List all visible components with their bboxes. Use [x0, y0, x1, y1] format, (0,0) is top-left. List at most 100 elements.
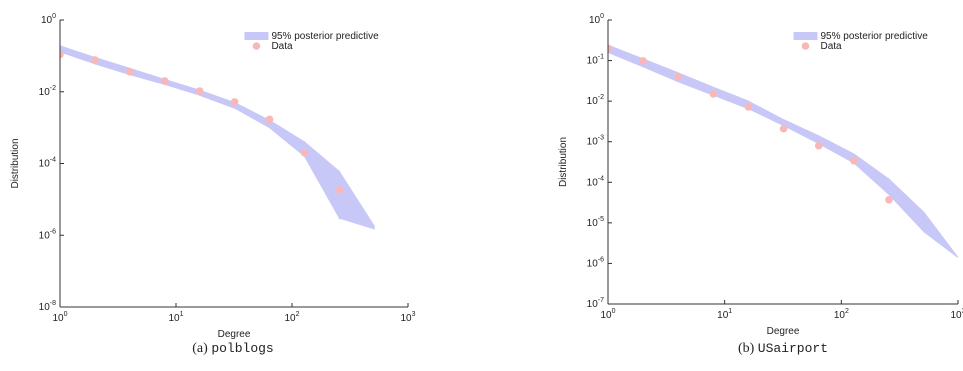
- tick-label: 10-4: [39, 157, 56, 170]
- y-axis-label: Distribution: [558, 137, 569, 187]
- caption: (b) USairport: [738, 341, 828, 356]
- caption-label: (a): [192, 341, 208, 356]
- plot-area: [608, 44, 958, 258]
- tick-exponent: 1: [728, 308, 732, 315]
- data-point: [60, 50, 64, 59]
- band: [608, 44, 644, 68]
- tick-label: 10-6: [39, 228, 56, 241]
- data-point: [160, 77, 169, 85]
- tick-label: 10-4: [587, 175, 604, 188]
- tick-exponent: -8: [50, 300, 56, 307]
- tick-base: 10: [39, 87, 51, 98]
- data-point: [744, 103, 753, 111]
- band: [129, 67, 166, 86]
- x-axis-label: Degree: [767, 326, 800, 337]
- tick-exponent: 2: [845, 308, 849, 315]
- band: [888, 177, 925, 234]
- tick-exponent: -2: [50, 85, 56, 92]
- caption-name: polblogs: [211, 341, 273, 356]
- legend-marker: [801, 42, 810, 50]
- tick-label: 10-1: [587, 54, 604, 67]
- tick-base: 10: [587, 218, 599, 229]
- tick-exponent: 3: [962, 308, 963, 315]
- data-point: [608, 44, 612, 53]
- band: [164, 78, 201, 96]
- x-axis-label: Degree: [218, 329, 251, 340]
- tick-exponent: -6: [50, 228, 56, 235]
- tick-label: 102: [834, 308, 849, 321]
- legend-swatch: [244, 32, 269, 40]
- band: [338, 169, 375, 230]
- tick-base: 10: [600, 310, 612, 321]
- legend-label: 95% posterior predictive: [821, 31, 929, 42]
- tick-label: 100: [589, 13, 604, 26]
- tick-label: 101: [168, 311, 183, 324]
- data-point: [814, 141, 823, 150]
- data-point: [335, 186, 344, 195]
- tick-exponent: -7: [598, 297, 604, 304]
- band: [269, 119, 305, 158]
- legend-swatch: [793, 32, 818, 40]
- caption-label: (b): [738, 341, 755, 356]
- band: [642, 58, 679, 83]
- tick-exponent: 0: [612, 308, 616, 315]
- data-point: [674, 72, 683, 81]
- legend-label: Data: [271, 41, 293, 52]
- band: [853, 152, 890, 196]
- caption: (a) polblogs: [192, 341, 273, 356]
- band: [712, 86, 749, 110]
- legend-marker: [252, 42, 261, 50]
- tick-exponent: -3: [598, 135, 604, 142]
- tick-base: 10: [168, 313, 180, 324]
- band: [94, 56, 131, 76]
- tick-base: 10: [587, 96, 599, 107]
- tick-base: 10: [587, 137, 599, 148]
- tick-base: 10: [39, 230, 51, 241]
- plot-area: [60, 45, 375, 230]
- tick-label: 102: [284, 311, 299, 324]
- data-point: [300, 148, 309, 157]
- tick-label: 10-7: [587, 297, 604, 310]
- tick-exponent: 0: [52, 13, 56, 20]
- band: [747, 100, 785, 127]
- tick-label: 10-2: [587, 94, 604, 107]
- tick-base: 10: [39, 302, 51, 313]
- data-point: [91, 56, 99, 64]
- tick-base: 10: [717, 310, 729, 321]
- tick-label: 100: [600, 308, 615, 321]
- tick-base: 10: [950, 310, 962, 321]
- tick-label: 103: [400, 311, 415, 324]
- legend-label: 95% posterior predictive: [271, 31, 379, 42]
- tick-label: 101: [717, 308, 732, 321]
- legend-label: Data: [821, 41, 843, 52]
- tick-label: 10-8: [39, 300, 56, 313]
- tick-base: 10: [41, 15, 53, 26]
- band: [303, 140, 340, 221]
- tick-label: 10-6: [587, 256, 604, 269]
- tick-label: 100: [52, 311, 67, 324]
- tick-exponent: -5: [598, 216, 604, 223]
- tick-base: 10: [834, 310, 846, 321]
- tick-exponent: 0: [64, 311, 68, 318]
- tick-exponent: -6: [598, 256, 604, 263]
- tick-base: 10: [589, 15, 601, 26]
- tick-base: 10: [587, 299, 599, 310]
- band: [923, 211, 958, 258]
- tick-base: 10: [587, 258, 599, 269]
- tick-exponent: 3: [412, 311, 416, 318]
- data-point: [850, 156, 858, 165]
- tick-exponent: -4: [598, 175, 604, 182]
- band: [234, 101, 271, 129]
- band: [818, 134, 855, 164]
- tick-base: 10: [400, 313, 412, 324]
- data-point: [195, 87, 204, 95]
- band: [783, 118, 820, 145]
- band: [199, 89, 236, 109]
- tick-label: 10-2: [39, 85, 56, 98]
- tick-label: 10-3: [587, 135, 604, 148]
- tick-base: 10: [587, 177, 599, 188]
- tick-exponent: -2: [598, 94, 604, 101]
- tick-base: 10: [587, 56, 599, 67]
